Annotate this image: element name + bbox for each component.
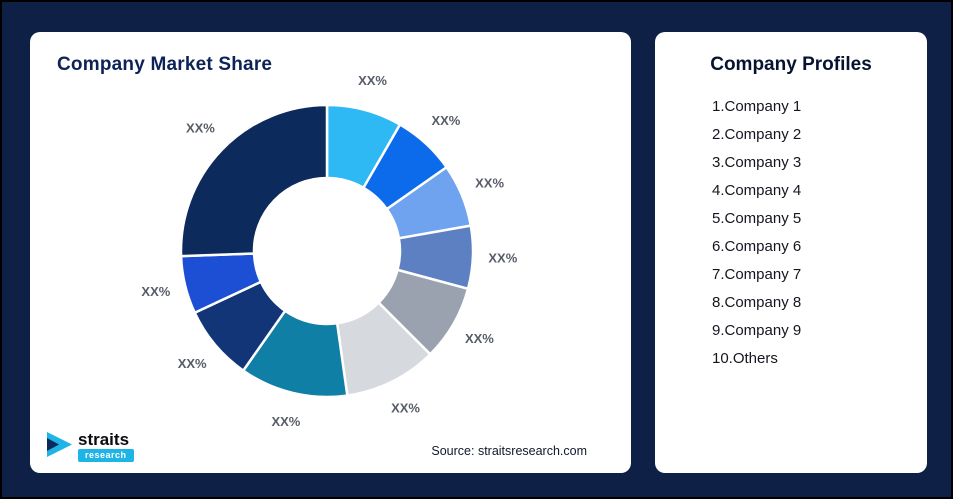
segment-label: XX% bbox=[465, 331, 494, 346]
donut-chart: XX% XX% XX% XX% XX% XX% XX% XX% XX% XX% bbox=[141, 73, 517, 429]
segment-label: XX% bbox=[431, 113, 460, 128]
logo-sub-text: research bbox=[78, 449, 134, 462]
company-list-item: 9.Company 9 bbox=[712, 322, 802, 339]
source-text: Source: straitsresearch.com bbox=[431, 444, 587, 458]
company-list-item: 8.Company 8 bbox=[712, 294, 802, 311]
segment-label: XX% bbox=[141, 284, 170, 299]
profiles-title: Company Profiles bbox=[710, 54, 872, 75]
market-share-card: Company Market Share XX% XX% XX% XX% XX% XX% X… bbox=[30, 32, 631, 473]
segment-label: XX% bbox=[488, 251, 517, 266]
donut-segment-10 bbox=[179, 103, 329, 258]
company-list-item: 2.Company 2 bbox=[712, 126, 802, 143]
company-list-item: 10.Others bbox=[712, 350, 778, 367]
segment-label: XX% bbox=[358, 73, 387, 88]
company-profiles-list: 1.Company 1 2.Company 2 3.Company 3 4.Compa… bbox=[655, 93, 927, 373]
segment-label: XX% bbox=[271, 414, 300, 429]
company-list-item: 7.Company 7 bbox=[712, 266, 802, 283]
segment-label: XX% bbox=[475, 176, 504, 191]
company-list-item: 3.Company 3 bbox=[712, 154, 802, 171]
logo-brand-text: straits bbox=[78, 430, 130, 449]
company-list-item: 6.Company 6 bbox=[712, 238, 802, 255]
company-list-item: 5.Company 5 bbox=[712, 210, 802, 227]
straits-logo-icon bbox=[47, 432, 72, 457]
company-list-item: 4.Company 4 bbox=[712, 182, 802, 199]
segment-label: XX% bbox=[391, 401, 420, 416]
chart-title: Company Market Share bbox=[57, 54, 273, 75]
segment-label: XX% bbox=[178, 356, 207, 371]
company-list-item: 1.Company 1 bbox=[712, 98, 802, 115]
company-profiles-card: Company Profiles 1.Company 1 2.Company 2 3… bbox=[655, 32, 927, 473]
straits-research-logo: straits research bbox=[46, 431, 134, 462]
segment-label: XX% bbox=[186, 121, 215, 136]
